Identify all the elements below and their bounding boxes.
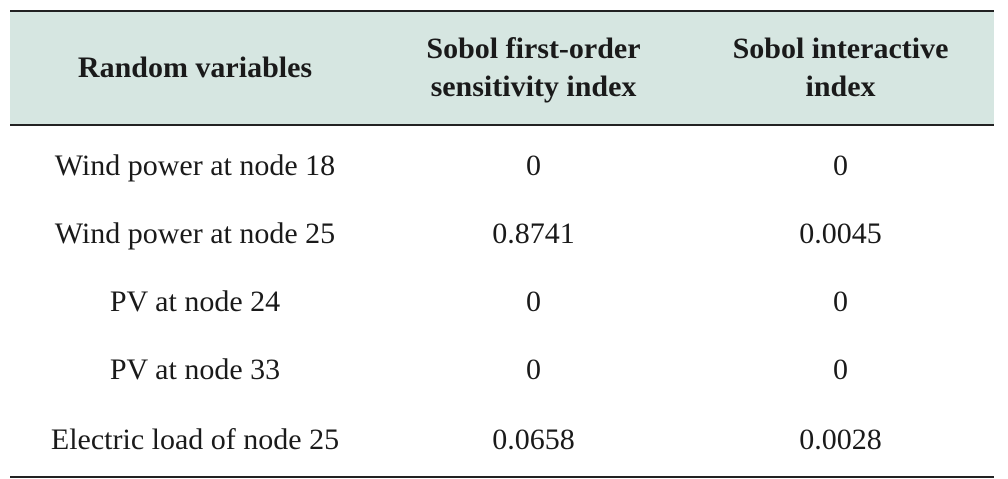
cell-first-order: 0: [526, 353, 541, 386]
cell-first-order: 0.8741: [492, 217, 575, 250]
header-row: Random variables Sobol first-order sensi…: [10, 10, 994, 126]
sobol-table-container: Random variables Sobol first-order sensi…: [10, 10, 994, 478]
cell-first-order: 0: [526, 285, 541, 318]
table-body: Wind power at node 18 0 0 Wind power at …: [10, 125, 994, 478]
table-row: Wind power at node 25 0.8741 0.0045: [10, 200, 994, 268]
cell-interactive: 0: [833, 149, 848, 182]
table-row: PV at node 33 0 0: [10, 336, 994, 404]
table-header: Random variables Sobol first-order sensi…: [10, 10, 994, 126]
header-line: Sobol first-order: [426, 32, 641, 65]
cell-first-order: 0.0658: [380, 404, 687, 478]
cell-variable: Wind power at node 25: [54, 217, 336, 250]
cell-variable: Electric load of node 25: [10, 404, 380, 478]
sobol-sensitivity-table: Random variables Sobol first-order sensi…: [10, 10, 994, 478]
cell-first-order: 0: [526, 149, 541, 182]
cell-variable: PV at node 33: [109, 353, 281, 386]
table-row: PV at node 24 0 0: [10, 268, 994, 336]
cell-interactive: 0: [833, 285, 848, 318]
header-line: Random variables: [77, 51, 313, 84]
header-line: index: [805, 70, 876, 103]
header-line: sensitivity index: [430, 70, 637, 103]
table-row: Electric load of node 25 0.0658 0.0028: [10, 404, 994, 478]
table-row: Wind power at node 18 0 0: [10, 125, 994, 200]
cell-variable: PV at node 24: [109, 285, 281, 318]
cell-interactive: 0: [833, 353, 848, 386]
header-interactive-index: Sobol interactive index: [687, 10, 994, 126]
header-line: Sobol interactive: [732, 32, 949, 65]
cell-interactive: 0.0045: [799, 217, 882, 250]
header-random-variables: Random variables: [10, 10, 380, 126]
header-first-order-index: Sobol first-order sensitivity index: [380, 10, 687, 126]
cell-interactive: 0.0028: [687, 404, 994, 478]
cell-variable: Wind power at node 18: [54, 149, 336, 182]
